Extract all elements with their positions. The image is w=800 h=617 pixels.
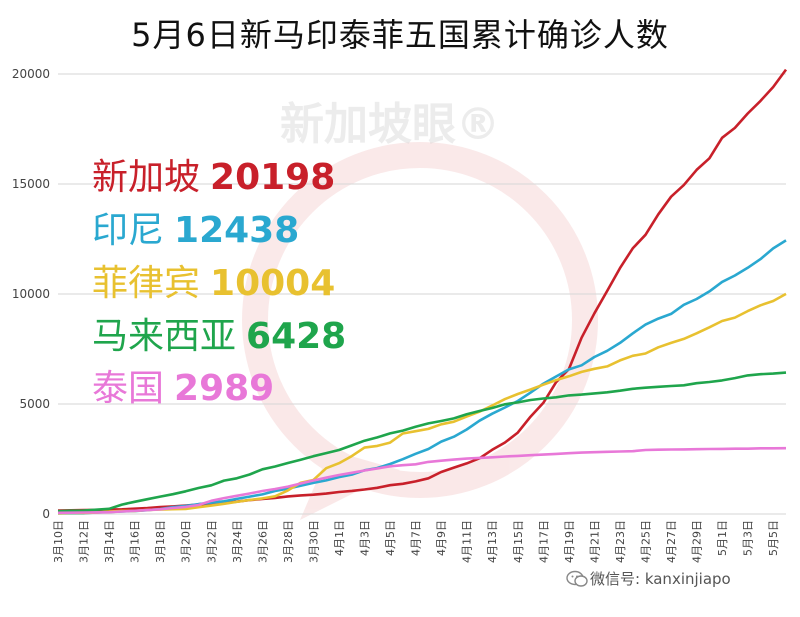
watermark-text: 新加坡眼® xyxy=(280,99,500,150)
x-tick-label: 4月5日 xyxy=(384,520,397,556)
x-tick-label: 5月1日 xyxy=(716,520,729,556)
x-tick-label: 5月3日 xyxy=(742,520,755,556)
y-tick-label: 0 xyxy=(42,507,50,521)
legend-series-name: 新加坡 xyxy=(92,157,201,198)
legend-entry: 印尼 12438 xyxy=(92,201,299,253)
legend-series-name: 印尼 xyxy=(92,210,165,251)
legend-entry: 菲律宾 10004 xyxy=(92,254,335,306)
legend-series-value: 6428 xyxy=(246,316,347,357)
x-tick-label: 3月20日 xyxy=(180,520,193,563)
y-tick-label: 20000 xyxy=(12,67,50,81)
legend-entry: 新加坡 20198 xyxy=(92,148,335,200)
x-tick-label: 3月30日 xyxy=(307,520,320,563)
x-tick-label: 4月9日 xyxy=(435,520,448,556)
wechat-icon xyxy=(566,570,588,587)
x-tick-label: 3月18日 xyxy=(154,520,167,563)
legend-series-name: 菲律宾 xyxy=(92,263,201,304)
legend-series-value: 2989 xyxy=(174,368,275,409)
y-tick-label: 5000 xyxy=(19,397,50,411)
legend-series-name: 马来西亚 xyxy=(92,316,237,357)
x-tick-label: 4月25日 xyxy=(640,520,653,563)
y-tick-label: 10000 xyxy=(12,287,50,301)
x-tick-label: 4月27日 xyxy=(665,520,678,563)
wechat-credit: 微信号: kanxinjiapo xyxy=(590,570,731,588)
legend-series-value: 10004 xyxy=(210,263,336,304)
x-tick-label: 4月21日 xyxy=(588,520,601,563)
x-tick-label: 4月7日 xyxy=(410,520,423,556)
series-line-马来西亚 xyxy=(57,371,787,513)
x-tick-label: 3月26日 xyxy=(256,520,269,563)
x-tick-label: 4月3日 xyxy=(359,520,372,556)
x-tick-label: 4月15日 xyxy=(512,520,525,563)
x-tick-label: 3月28日 xyxy=(282,520,295,563)
x-tick-label: 5月5日 xyxy=(767,520,780,556)
series-line-泰国 xyxy=(57,446,787,515)
chart-title: 5月6日新马印泰菲五国累计确诊人数 xyxy=(131,16,669,54)
legend-series-value: 12438 xyxy=(174,210,300,251)
x-tick-label: 3月10日 xyxy=(52,520,65,563)
x-tick-label: 4月19日 xyxy=(563,520,576,563)
x-tick-label: 4月13日 xyxy=(486,520,499,563)
x-tick-label: 4月23日 xyxy=(614,520,627,563)
y-tick-label: 15000 xyxy=(12,177,50,191)
legend-series-value: 20198 xyxy=(210,157,336,198)
legend-series-name: 泰国 xyxy=(92,368,165,409)
x-tick-label: 3月12日 xyxy=(78,520,91,563)
x-tick-label: 3月14日 xyxy=(103,520,116,563)
x-tick-label: 4月29日 xyxy=(691,520,704,563)
x-tick-label: 3月16日 xyxy=(129,520,142,563)
x-tick-label: 4月11日 xyxy=(461,520,474,563)
x-tick-label: 4月17日 xyxy=(537,520,550,563)
legend-entry: 泰国 2989 xyxy=(92,359,274,411)
legend-entry: 马来西亚 6428 xyxy=(92,307,346,359)
x-tick-label: 4月1日 xyxy=(333,520,346,556)
x-tick-label: 3月24日 xyxy=(231,520,244,563)
x-tick-label: 3月22日 xyxy=(205,520,218,563)
series-line-菲律宾 xyxy=(57,292,787,515)
